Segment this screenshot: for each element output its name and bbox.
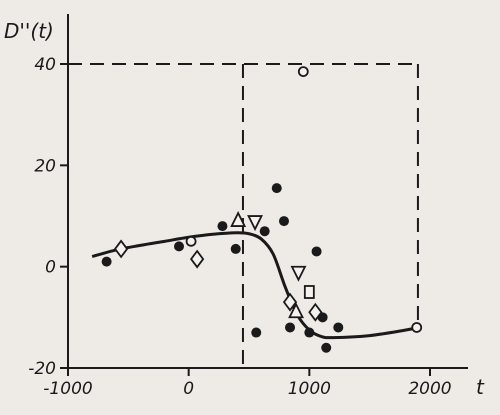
x-tick-label: 0 xyxy=(183,379,194,399)
filled-circle-point xyxy=(259,226,270,237)
open-triangle-up-point xyxy=(230,211,247,227)
filled-circle-point xyxy=(101,256,112,267)
open-diamond-point xyxy=(308,302,323,322)
filled-circle-point xyxy=(271,183,282,194)
filled-circle-point xyxy=(278,216,289,227)
y-tick-label: -20 xyxy=(28,359,56,379)
filled-circle-point xyxy=(311,246,322,257)
fit-curve xyxy=(91,231,419,340)
y-tick-label: 0 xyxy=(45,258,56,278)
open-triangle-down-point xyxy=(247,215,263,232)
y-tick-label: 20 xyxy=(34,156,56,176)
filled-circle-point xyxy=(321,342,332,353)
axes xyxy=(60,14,468,376)
data-points xyxy=(101,66,423,353)
fit-curve-layer xyxy=(91,231,419,340)
filled-circle-point xyxy=(333,322,344,333)
filled-circle-point xyxy=(285,322,296,333)
x-axis-title: t xyxy=(476,375,485,399)
filled-circle-point xyxy=(230,243,241,254)
open-circle-point xyxy=(411,322,423,333)
axis-labels: 40 20 0 -20-1000 0 1000 2000 D''(t) t xyxy=(4,19,485,399)
open-circle-point xyxy=(297,66,309,77)
x-tick-label: 2000 xyxy=(408,379,451,399)
open-diamond-point xyxy=(113,239,129,259)
open-circle-point xyxy=(185,235,197,247)
open-diamond-point xyxy=(282,292,298,312)
x-tick-label: 1000 xyxy=(288,379,331,399)
filled-circle-point xyxy=(217,221,228,232)
filled-circle-point xyxy=(251,327,262,338)
open-square-point xyxy=(303,285,315,299)
filled-circle-point xyxy=(174,241,185,252)
dashed-region xyxy=(68,63,419,368)
open-triangle-down-point xyxy=(290,265,307,282)
y-tick-label: 40 xyxy=(34,55,56,75)
filled-circle-point xyxy=(304,327,315,338)
open-diamond-point xyxy=(189,249,205,269)
x-tick-label: -1000 xyxy=(43,379,92,399)
y-axis-title: D''(t) xyxy=(4,19,54,43)
open-triangle-up-point xyxy=(288,302,305,319)
